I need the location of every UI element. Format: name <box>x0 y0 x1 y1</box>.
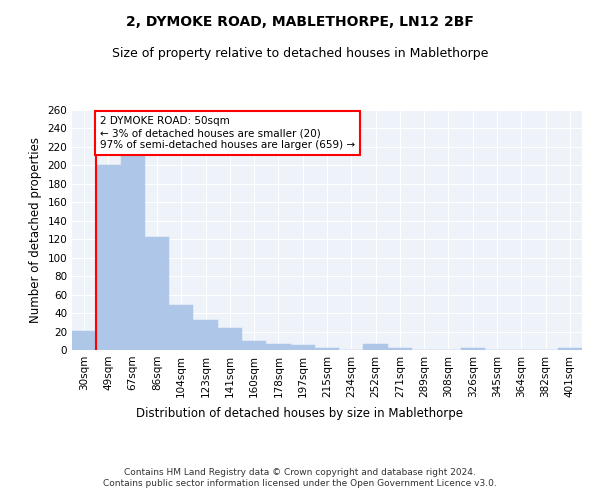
Bar <box>96 166 121 350</box>
Text: 2, DYMOKE ROAD, MABLETHORPE, LN12 2BF: 2, DYMOKE ROAD, MABLETHORPE, LN12 2BF <box>126 15 474 29</box>
Text: Distribution of detached houses by size in Mablethorpe: Distribution of detached houses by size … <box>137 408 464 420</box>
Bar <box>242 341 266 350</box>
Bar <box>193 320 218 350</box>
Bar <box>145 238 169 350</box>
Text: Contains HM Land Registry data © Crown copyright and database right 2024.
Contai: Contains HM Land Registry data © Crown c… <box>103 468 497 487</box>
Bar <box>558 348 582 350</box>
Bar <box>388 348 412 350</box>
Bar <box>315 348 339 350</box>
Text: 2 DYMOKE ROAD: 50sqm
← 3% of detached houses are smaller (20)
97% of semi-detach: 2 DYMOKE ROAD: 50sqm ← 3% of detached ho… <box>100 116 355 150</box>
Bar <box>72 330 96 350</box>
Bar <box>364 344 388 350</box>
Bar <box>266 344 290 350</box>
Bar <box>290 346 315 350</box>
Y-axis label: Number of detached properties: Number of detached properties <box>29 137 42 323</box>
Text: Size of property relative to detached houses in Mablethorpe: Size of property relative to detached ho… <box>112 48 488 60</box>
Bar <box>169 305 193 350</box>
Bar <box>121 152 145 350</box>
Bar <box>461 348 485 350</box>
Bar <box>218 328 242 350</box>
